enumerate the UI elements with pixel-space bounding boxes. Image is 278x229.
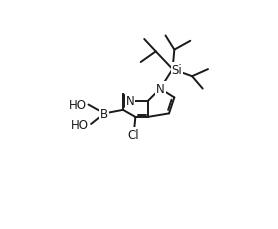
Text: N: N xyxy=(126,95,135,108)
Text: B: B xyxy=(100,107,108,120)
Text: N: N xyxy=(156,83,165,96)
Text: HO: HO xyxy=(71,118,89,131)
Text: Cl: Cl xyxy=(128,128,140,142)
Text: HO: HO xyxy=(69,99,87,112)
Text: Si: Si xyxy=(172,63,182,76)
